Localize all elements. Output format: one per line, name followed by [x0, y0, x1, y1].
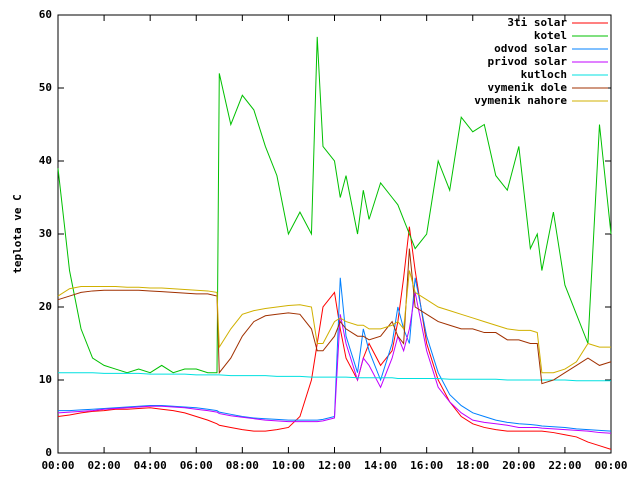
- series-line: [57, 248, 612, 385]
- x-tick-label: 18:00: [456, 459, 489, 472]
- legend-label: vymenik dole: [488, 81, 568, 94]
- x-tick-label: 06:00: [180, 459, 213, 472]
- legend-label: 3ti solar: [507, 16, 567, 29]
- series-line: [57, 226, 612, 450]
- series-line: [57, 270, 611, 374]
- y-tick-label: 30: [39, 227, 52, 240]
- legend-label: kutloch: [521, 68, 567, 81]
- y-tick-label: 0: [45, 446, 52, 459]
- x-tick-label: 22:00: [548, 459, 581, 472]
- series-line: [57, 292, 612, 434]
- legend-label: kotel: [534, 29, 567, 42]
- series-line: [58, 277, 612, 432]
- y-axis-label: teplota ve C: [11, 194, 24, 273]
- x-tick-label: 02:00: [88, 459, 121, 472]
- x-tick-label: 04:00: [134, 459, 167, 472]
- series-line: [58, 372, 611, 382]
- x-tick-label: 20:00: [502, 459, 535, 472]
- x-tick-label: 08:00: [226, 459, 259, 472]
- y-tick-label: 10: [39, 373, 52, 386]
- y-tick-label: 60: [39, 8, 52, 21]
- y-tick-label: 50: [39, 81, 52, 94]
- y-tick-label: 40: [39, 154, 52, 167]
- x-tick-label: 10:00: [272, 459, 305, 472]
- y-tick-label: 20: [39, 300, 52, 313]
- x-tick-label: 00:00: [41, 459, 74, 472]
- x-tick-label: 16:00: [410, 459, 443, 472]
- x-tick-label: 00:00: [594, 459, 627, 472]
- x-tick-label: 12:00: [318, 459, 351, 472]
- x-tick-label: 14:00: [364, 459, 397, 472]
- legend-label: odvod solar: [494, 42, 567, 55]
- legend-label: privod solar: [488, 55, 568, 68]
- series-line: [57, 36, 612, 374]
- legend-label: vymenik nahore: [474, 94, 567, 107]
